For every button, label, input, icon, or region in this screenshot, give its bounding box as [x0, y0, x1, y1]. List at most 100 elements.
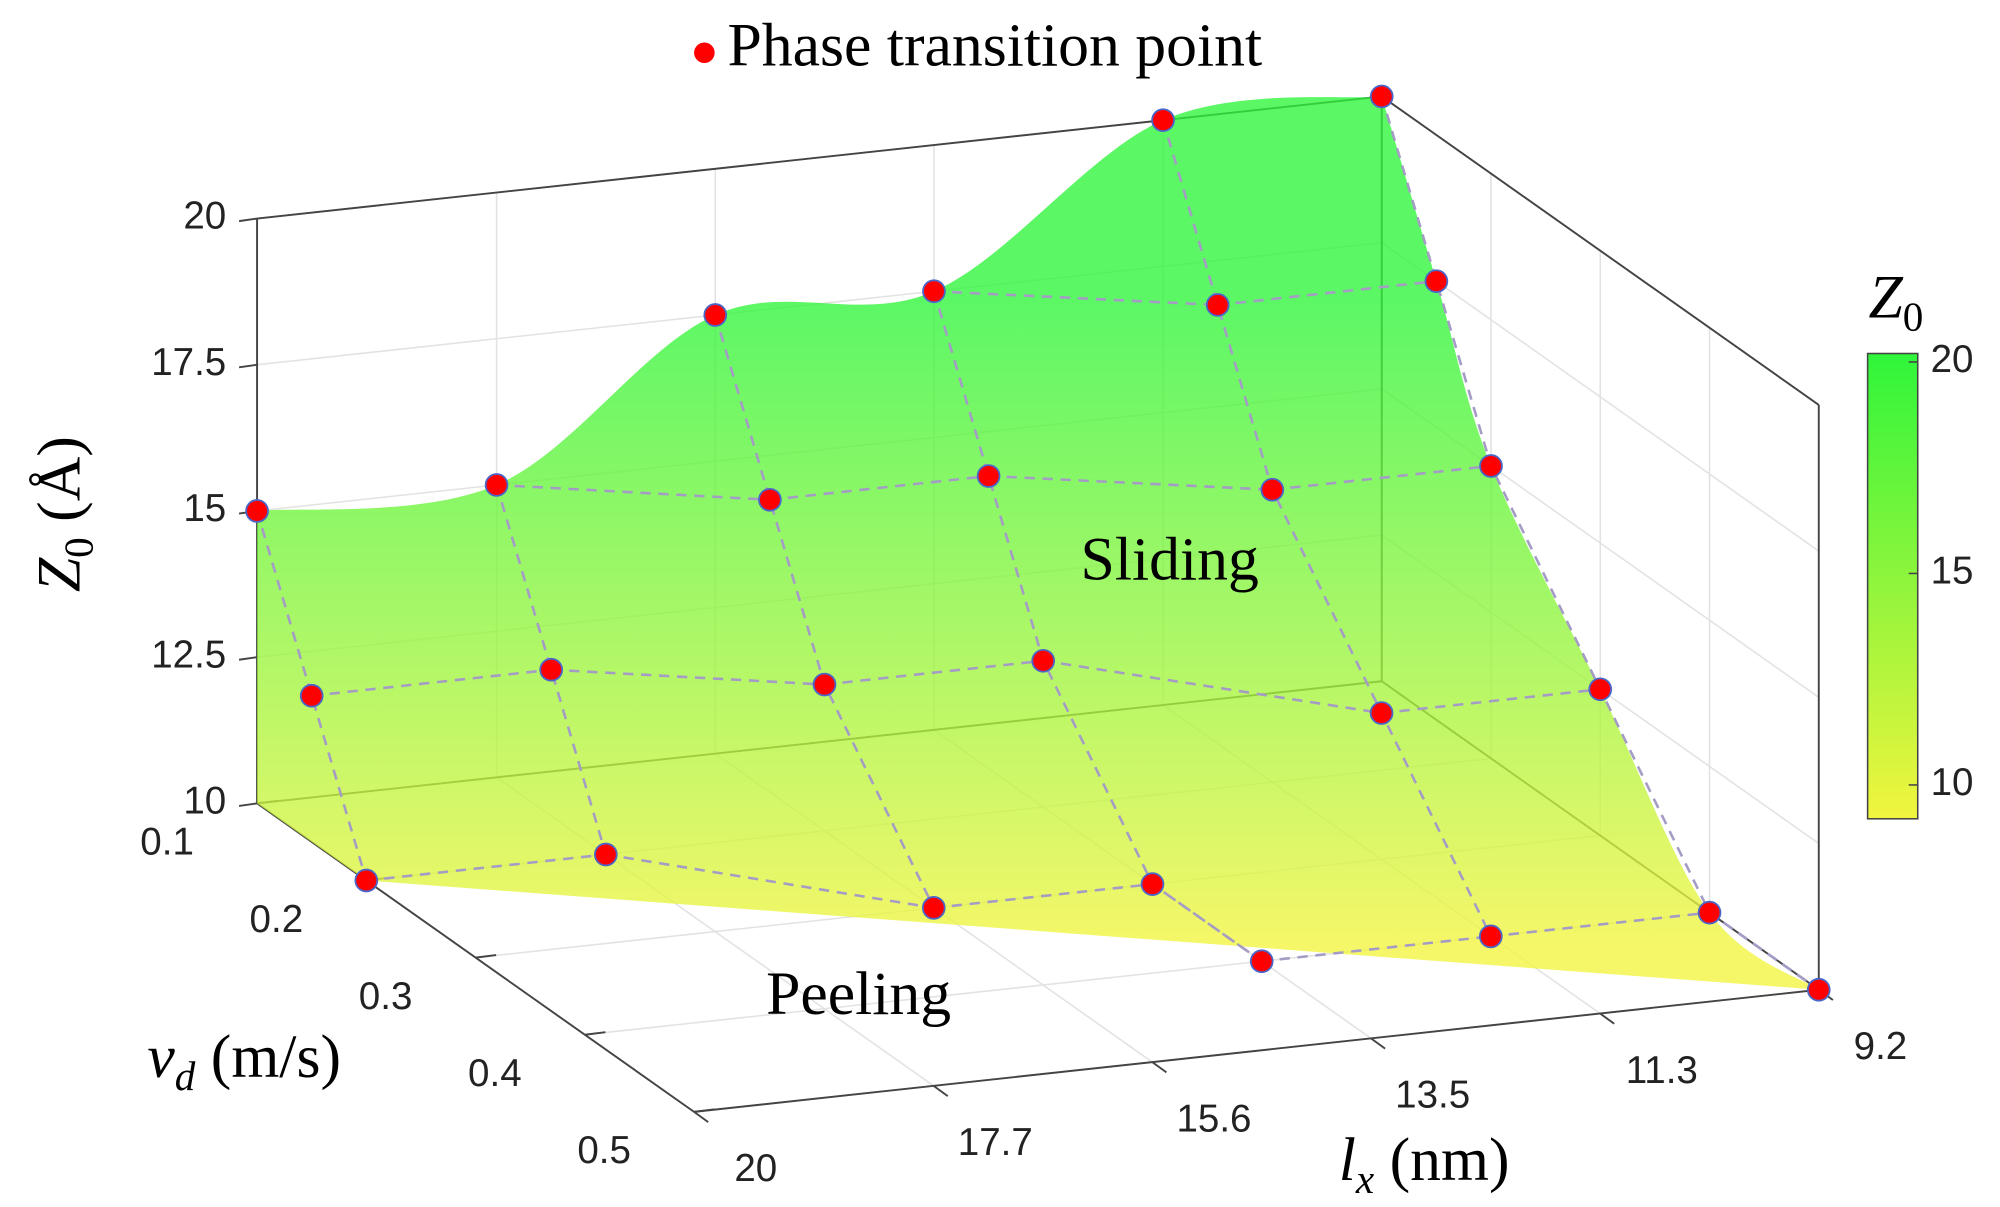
- level-line: [824, 659, 1044, 686]
- annotation: Peeling: [766, 960, 951, 1028]
- colorbar-tick-label: 15: [1931, 550, 1974, 593]
- label-subscript: 0: [1903, 293, 1924, 339]
- z-axis-label: Z0 (Å): [26, 436, 102, 592]
- column-line: [255, 510, 368, 881]
- colorbar-title: Z0: [1868, 264, 1923, 340]
- label-subscript: 0: [56, 537, 102, 558]
- z-tick-label: 15: [183, 487, 226, 530]
- x-tick-label: 20: [734, 1147, 777, 1190]
- transition-point: [1260, 477, 1285, 502]
- z-tick-label: 12.5: [151, 633, 226, 676]
- level-line: [551, 668, 825, 686]
- tick-mark: [693, 1108, 715, 1113]
- grid-line: [1381, 242, 1820, 552]
- y-tick-label: 0.4: [468, 1052, 522, 1095]
- transition-point: [1151, 108, 1175, 132]
- y-tick-label: 0.5: [577, 1129, 631, 1172]
- transition-point: [354, 868, 379, 893]
- annotation: Sliding: [1081, 526, 1259, 594]
- x-tick-label: 13.5: [1395, 1074, 1470, 1117]
- label-symbol: Z: [26, 557, 94, 592]
- level-line: [1217, 279, 1437, 307]
- transition-point: [484, 473, 509, 497]
- level-line: [1261, 935, 1491, 963]
- label-symbol: Z: [1868, 264, 1903, 332]
- transition-point: [1588, 677, 1613, 702]
- x-tick-label: 17.7: [958, 1121, 1033, 1164]
- tick-mark: [584, 1031, 606, 1036]
- level-line: [1490, 911, 1710, 938]
- x-tick-label: 11.3: [1626, 1049, 1698, 1092]
- tick-mark: [933, 1085, 949, 1097]
- tick-mark: [1370, 1037, 1386, 1050]
- z-tick-label: 17.5: [151, 341, 226, 384]
- level-line: [769, 474, 989, 502]
- z-tick-label: 20: [183, 195, 226, 238]
- surface: [257, 96, 1819, 990]
- transition-point: [539, 657, 564, 682]
- label-unit: (m/s): [211, 1023, 341, 1091]
- points-layer: [245, 84, 1831, 1002]
- label-symbol: l: [1339, 1126, 1356, 1194]
- transition-point: [1369, 84, 1394, 109]
- transition-point: [812, 672, 837, 697]
- transition-point: [1031, 648, 1056, 673]
- tick-mark: [693, 1111, 709, 1123]
- level-line: [311, 668, 552, 698]
- level-line: [1151, 883, 1263, 963]
- label-symbol: v: [147, 1023, 175, 1091]
- colorbar: [1866, 352, 1919, 820]
- tick-mark: [1599, 1012, 1615, 1025]
- transition-point: [1140, 872, 1165, 896]
- transition-point: [758, 487, 782, 512]
- legend-marker: [694, 42, 715, 64]
- transition-point: [921, 896, 946, 920]
- transition-point: [594, 842, 618, 867]
- transition-point: [299, 683, 324, 708]
- y-axis-label: vd (m/s): [147, 1023, 341, 1099]
- transition-point: [1478, 924, 1503, 949]
- level-line: [496, 483, 770, 502]
- x-tick-label: 15.6: [1176, 1097, 1251, 1140]
- level-line: [988, 474, 1273, 491]
- level-line: [1381, 688, 1601, 715]
- transition-point: [1205, 293, 1230, 317]
- colorbar-tick-label: 10: [1931, 761, 1974, 804]
- tick-mark: [238, 363, 258, 369]
- legend-label: Phase transition point: [728, 12, 1263, 80]
- transition-point: [1806, 977, 1831, 1002]
- column-line: [714, 314, 935, 909]
- level-line: [605, 853, 934, 910]
- transition-point: [245, 499, 269, 523]
- level-line: [366, 853, 606, 882]
- column-line: [495, 484, 608, 855]
- transition-point: [703, 303, 728, 327]
- level-line: [1043, 659, 1382, 715]
- transition-point: [1697, 900, 1722, 925]
- level-line: [1708, 911, 1820, 991]
- label-unit: (Å): [26, 436, 94, 522]
- axis-line: [1381, 95, 1820, 406]
- level-line: [1272, 464, 1492, 491]
- axis-line: [693, 988, 1819, 1113]
- x-axis-label: lx (nm): [1339, 1126, 1510, 1202]
- surface-layer: [255, 96, 1820, 991]
- y-tick-label: 0.1: [140, 821, 194, 864]
- tick-mark: [1151, 1061, 1167, 1074]
- transition-point: [1479, 454, 1503, 478]
- transition-point: [1369, 701, 1394, 725]
- labels: 10 12.5 15 17.5 20 0.1 0.2 0.3 0.4 0.5 20 17.7 15.6 1…: [26, 12, 1974, 1202]
- transition-point: [922, 279, 946, 304]
- transition-point: [976, 464, 1001, 488]
- z-tick-label: 10: [183, 780, 226, 823]
- colorbar-tick-label: 20: [1931, 338, 1974, 381]
- transition-point: [1249, 949, 1274, 974]
- y-tick-label: 0.3: [359, 975, 413, 1018]
- tick-mark: [238, 656, 258, 661]
- level-line: [933, 882, 1153, 910]
- x-tick-label: 9.2: [1854, 1025, 1908, 1068]
- y-tick-label: 0.2: [250, 898, 304, 941]
- label-subscript: x: [1355, 1156, 1374, 1202]
